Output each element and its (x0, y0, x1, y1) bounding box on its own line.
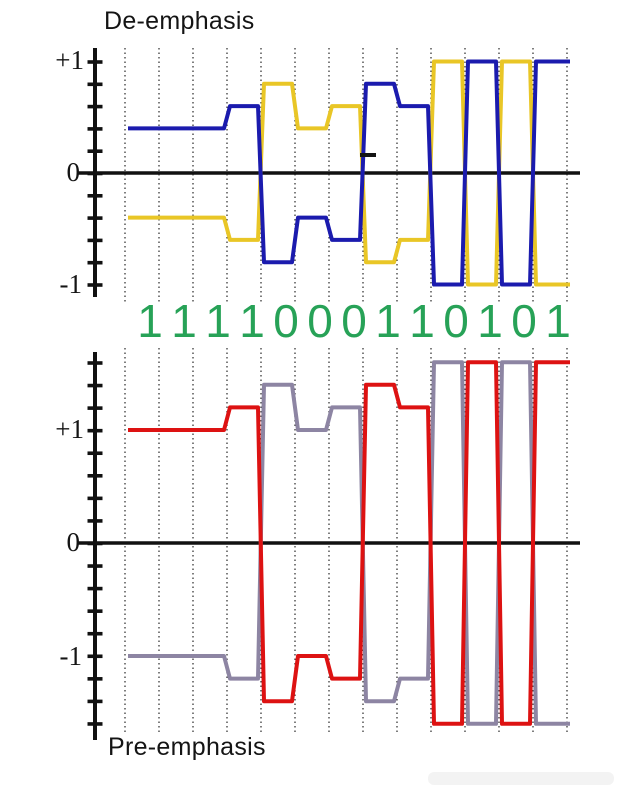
top-chart-title: De-emphasis (104, 7, 255, 35)
bottom-chart-title: Pre-emphasis (108, 733, 266, 761)
bit-label: 1 (205, 295, 231, 347)
stray-dash-mark (360, 153, 376, 157)
bit-label: 1 (545, 295, 571, 347)
bit-label: 1 (137, 295, 163, 347)
bit-label: 1 (409, 295, 435, 347)
deemphasis-positive-data-line (128, 59, 570, 287)
top-ytick-zero: 0 (66, 157, 81, 187)
top-ytick-minus1: -1 (59, 269, 83, 299)
deemphasis-negative-data-line (128, 59, 570, 287)
bottom-ytick-plus1: +1 (55, 414, 84, 444)
bit-label: 1 (375, 295, 401, 347)
bit-label: 1 (239, 295, 265, 347)
watermark (428, 772, 614, 785)
bit-label: 0 (511, 295, 537, 347)
bit-label: 1 (477, 295, 503, 347)
bottom-ytick-minus1: -1 (59, 641, 83, 671)
bit-label: 1 (171, 295, 197, 347)
preemphasis-positive-data-line (128, 360, 570, 726)
preemphasis-negative-data-line (128, 360, 570, 726)
bottom-ytick-zero: 0 (66, 527, 81, 557)
bit-label: 0 (273, 295, 299, 347)
bit-label: 0 (307, 295, 333, 347)
top-ytick-plus1: +1 (55, 45, 84, 75)
bit-label: 0 (341, 295, 367, 347)
bit-label: 0 (443, 295, 469, 347)
